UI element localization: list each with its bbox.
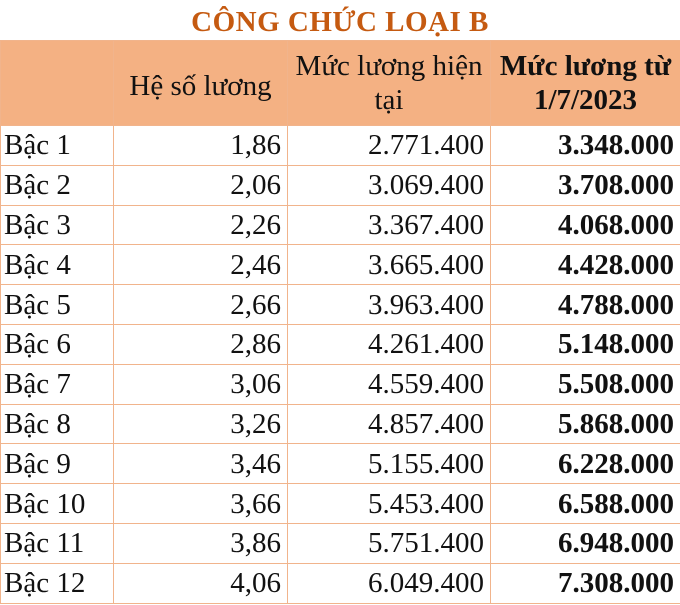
new-salary-cell: 4.788.000 [490,284,680,325]
new-salary-cell: 6.948.000 [490,522,680,564]
new-salary-cell: 5.508.000 [490,363,680,405]
coefficient-cell: 3,46 [113,443,288,485]
table-row: Bậc 3 2,26 3.367.400 4.068.000 [0,204,680,246]
level-cell: Bậc 7 [0,363,114,405]
coefficient-cell: 3,66 [113,483,288,524]
coefficient-cell: 4,06 [113,562,288,604]
current-salary-cell: 5.453.400 [287,483,491,524]
coefficient-cell: 3,86 [113,522,288,564]
level-cell: Bậc 11 [0,522,114,564]
coefficient-cell: 2,06 [113,164,288,206]
coefficient-cell: 3,06 [113,363,288,405]
table-title: CÔNG CHỨC LOẠI B [191,6,489,38]
new-salary-cell: 6.588.000 [490,483,680,524]
current-salary-cell: 3.963.400 [287,284,491,325]
header-coefficient: Hệ số lương [113,40,288,126]
current-salary-cell: 2.771.400 [287,125,491,166]
current-salary-cell: 4.559.400 [287,363,491,405]
new-salary-cell: 5.868.000 [490,403,680,445]
level-cell: Bậc 6 [0,323,114,365]
coefficient-cell: 2,46 [113,244,288,286]
coefficient-cell: 2,66 [113,284,288,325]
coefficient-cell: 1,86 [113,125,288,166]
level-cell: Bậc 5 [0,284,114,325]
level-cell: Bậc 3 [0,204,114,246]
current-salary-cell: 3.367.400 [287,204,491,246]
level-cell: Bậc 2 [0,164,114,206]
coefficient-cell: 2,86 [113,323,288,365]
table-row: Bậc 8 3,26 4.857.400 5.868.000 [0,403,680,445]
new-salary-cell: 3.348.000 [490,125,680,166]
current-salary-cell: 3.665.400 [287,244,491,286]
current-salary-cell: 5.751.400 [287,522,491,564]
table-row: Bậc 7 3,06 4.559.400 5.508.000 [0,363,680,405]
header-current-salary: Mức lương hiện tại [287,40,491,126]
table-row: Bậc 9 3,46 5.155.400 6.228.000 [0,443,680,485]
coefficient-cell: 2,26 [113,204,288,246]
table-row: Bậc 11 3,86 5.751.400 6.948.000 [0,522,680,564]
new-salary-cell: 5.148.000 [490,323,680,365]
current-salary-cell: 3.069.400 [287,164,491,206]
table-row: Bậc 1 1,86 2.771.400 3.348.000 [0,125,680,166]
level-cell: Bậc 10 [0,483,114,524]
new-salary-cell: 4.068.000 [490,204,680,246]
table-row: Bậc 2 2,06 3.069.400 3.708.000 [0,164,680,206]
coefficient-cell: 3,26 [113,403,288,445]
current-salary-cell: 5.155.400 [287,443,491,485]
table-row: Bậc 4 2,46 3.665.400 4.428.000 [0,244,680,286]
level-cell: Bậc 12 [0,562,114,604]
table-row: Bậc 5 2,66 3.963.400 4.788.000 [0,284,680,325]
current-salary-cell: 4.261.400 [287,323,491,365]
header-row: Hệ số lương Mức lương hiện tại Mức lương… [0,40,680,126]
header-new-salary: Mức lương từ 1/7/2023 [490,40,680,126]
current-salary-cell: 6.049.400 [287,562,491,604]
new-salary-cell: 3.708.000 [490,164,680,206]
salary-table: Hệ số lương Mức lương hiện tại Mức lương… [0,40,680,604]
new-salary-cell: 6.228.000 [490,443,680,485]
header-level [0,40,114,126]
table-row: Bậc 12 4,06 6.049.400 7.308.000 [0,562,680,604]
level-cell: Bậc 1 [0,125,114,166]
table-row: Bậc 6 2,86 4.261.400 5.148.000 [0,323,680,365]
new-salary-cell: 4.428.000 [490,244,680,286]
current-salary-cell: 4.857.400 [287,403,491,445]
table-row: Bậc 10 3,66 5.453.400 6.588.000 [0,483,680,524]
new-salary-cell: 7.308.000 [490,562,680,604]
level-cell: Bậc 8 [0,403,114,445]
level-cell: Bậc 4 [0,244,114,286]
level-cell: Bậc 9 [0,443,114,485]
